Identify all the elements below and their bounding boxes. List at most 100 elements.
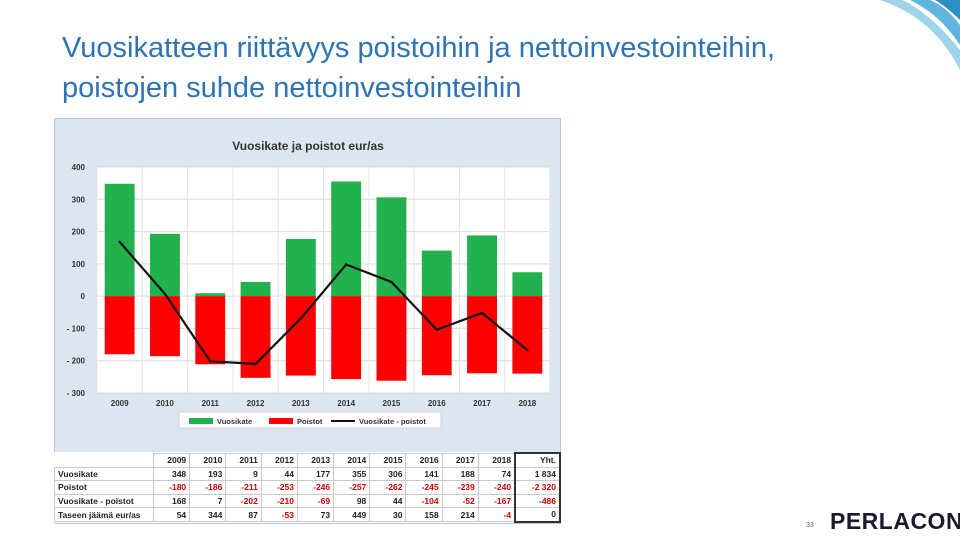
line-point bbox=[163, 292, 167, 296]
bar-vuosikate bbox=[331, 181, 362, 297]
x-tick-label: 2010 bbox=[156, 399, 174, 408]
data-table: 2009 2010 2011 2012 2013 2014 2015 2016 2017 2018… bbox=[54, 452, 561, 523]
x-tick-label: 2016 bbox=[428, 399, 446, 408]
page-number: 33 bbox=[806, 522, 814, 529]
table-cell: -104 bbox=[405, 493, 443, 508]
table-header-row: 2009 2010 2011 2012 2013 2014 2015 2016 2017 2018… bbox=[54, 452, 561, 468]
line-point bbox=[209, 360, 212, 363]
table-cell: -257 bbox=[333, 480, 371, 495]
corner-swoosh-decoration bbox=[880, 0, 960, 70]
table-cell: 30 bbox=[369, 507, 407, 522]
bar-vuosikate bbox=[285, 238, 316, 297]
line-point bbox=[480, 311, 484, 315]
y-tick-label: - 300 bbox=[67, 389, 86, 398]
table-cell: -486 bbox=[514, 493, 561, 508]
bar-vuosikate bbox=[467, 235, 497, 297]
table-cell: -186 bbox=[189, 480, 227, 495]
table-cell: -245 bbox=[405, 480, 443, 495]
y-tick-label: 100 bbox=[72, 260, 86, 269]
table-cell: -53 bbox=[260, 507, 298, 522]
x-tick-label: 2017 bbox=[473, 399, 491, 408]
bar-vuosikate bbox=[512, 272, 543, 297]
table-cell: 44 bbox=[260, 466, 298, 481]
bar-poistot bbox=[331, 296, 362, 380]
table-cell: -239 bbox=[441, 480, 479, 495]
line-point bbox=[435, 328, 438, 331]
table-header-cell: 2016 bbox=[405, 452, 443, 468]
table-cell: -202 bbox=[225, 493, 262, 508]
line-point bbox=[118, 240, 121, 244]
table-cell: 87 bbox=[225, 507, 262, 522]
table-header-cell: 2013 bbox=[296, 452, 335, 468]
table-cell: -210 bbox=[260, 493, 298, 508]
table-cell: 0 bbox=[514, 507, 561, 523]
table-cell: -52 bbox=[441, 493, 479, 508]
bar-poistot bbox=[285, 296, 316, 376]
table-header-cell: 2011 bbox=[225, 452, 262, 468]
bar-poistot bbox=[104, 296, 135, 355]
bar-poistot bbox=[512, 296, 543, 374]
bar-vuosikate bbox=[421, 250, 452, 297]
bar-vuosikate bbox=[195, 293, 226, 297]
table-header-corner bbox=[54, 452, 154, 468]
line-point bbox=[254, 362, 257, 366]
table-cell: 73 bbox=[296, 507, 335, 522]
table-cell: 449 bbox=[333, 507, 371, 522]
table-cell: 1 834 bbox=[514, 466, 561, 481]
table-cell: 168 bbox=[152, 493, 191, 508]
table-cell: 44 bbox=[369, 493, 407, 508]
chart-title: Vuosikate ja poistot eur/as bbox=[232, 139, 384, 153]
line-point bbox=[299, 317, 303, 320]
table-cell: -167 bbox=[477, 493, 516, 508]
slide-title: Vuosikatteen riittävyys poistoihin ja ne… bbox=[62, 28, 882, 108]
table-cell: 188 bbox=[441, 466, 479, 481]
table-cell: -4 bbox=[477, 507, 516, 522]
bar-poistot bbox=[240, 296, 271, 378]
table-row-label: Vuosikate - poistot bbox=[54, 493, 154, 508]
table-cell: 98 bbox=[333, 493, 371, 508]
bar-poistot bbox=[376, 296, 407, 381]
legend-label: Vuosikate bbox=[217, 417, 252, 426]
table-row: Taseen jäämä eur/as 54 344 87 -53 73 449 30 158 2… bbox=[54, 507, 561, 523]
table-body: Vuosikate 348 193 9 44 177 355 306 141 188 74 1 834… bbox=[54, 466, 561, 523]
slide-title-line-2: poistojen suhde nettoinvestointeihin bbox=[62, 72, 522, 104]
legend-label: Poistot bbox=[297, 417, 323, 426]
table-cell: -180 bbox=[152, 480, 191, 495]
legend-box bbox=[178, 411, 442, 429]
table-header-cell: 2009 bbox=[152, 452, 191, 468]
table-cell: -253 bbox=[260, 480, 298, 495]
table-cell: 348 bbox=[152, 466, 191, 481]
table-cell: -211 bbox=[225, 480, 262, 495]
table-cell: 9 bbox=[225, 466, 262, 481]
y-tick-label: - 200 bbox=[67, 357, 86, 366]
table-row-label: Vuosikate bbox=[54, 466, 154, 481]
table-row: Vuosikate 348 193 9 44 177 355 306 141 188 74 1 834 bbox=[54, 466, 561, 481]
table-row-label: Poistot bbox=[54, 480, 154, 495]
table-cell: 344 bbox=[189, 507, 227, 522]
line-point bbox=[344, 263, 348, 266]
table-header-cell: 2012 bbox=[260, 452, 298, 468]
table-cell: -240 bbox=[477, 480, 516, 495]
table-header-cell: 2015 bbox=[369, 452, 407, 468]
table-cell: 355 bbox=[333, 466, 371, 481]
bar-poistot bbox=[421, 296, 452, 376]
line-point bbox=[526, 348, 529, 352]
bar-poistot bbox=[195, 296, 226, 365]
legend-label: Vuosikate - poistot bbox=[359, 417, 426, 426]
bar-vuosikate bbox=[150, 233, 180, 297]
y-tick-label: 0 bbox=[81, 292, 86, 301]
y-tick-label: 300 bbox=[72, 195, 86, 204]
table-header-cell: 2014 bbox=[333, 452, 371, 468]
bar-vuosikate bbox=[104, 183, 135, 297]
table-cell: -262 bbox=[369, 480, 407, 495]
table-cell: 214 bbox=[441, 507, 479, 522]
table-header-cell: 2018 bbox=[477, 452, 516, 468]
table-cell: 7 bbox=[189, 493, 227, 508]
table-cell: 306 bbox=[369, 466, 407, 481]
perlacon-logo: PERLACON bbox=[830, 508, 960, 534]
x-tick-label: 2014 bbox=[337, 399, 355, 408]
legend-swatch bbox=[269, 418, 293, 424]
bar-poistot bbox=[150, 296, 180, 357]
y-tick-label: 200 bbox=[72, 228, 86, 237]
bar-vuosikate bbox=[376, 197, 407, 297]
